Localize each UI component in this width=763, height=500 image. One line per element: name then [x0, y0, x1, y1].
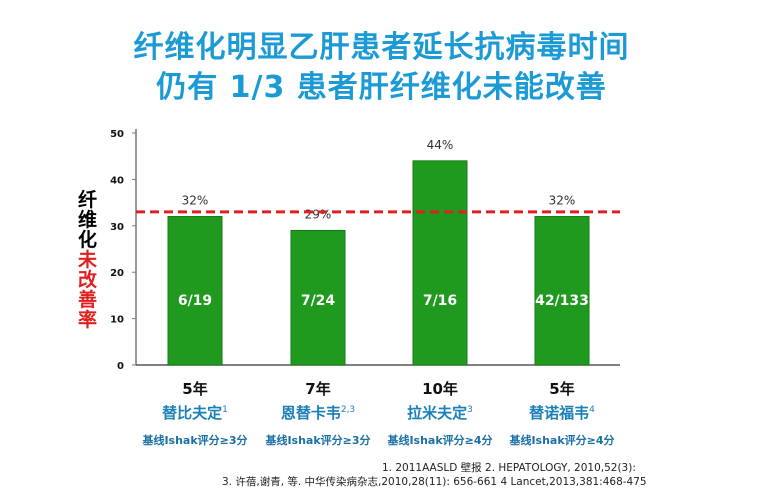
bar-label: 6/19 [178, 293, 212, 309]
x-label-drug: 替比夫定1 [162, 404, 228, 422]
data-label: 32% [182, 194, 209, 208]
x-label-years: 10年 [422, 380, 458, 398]
data-label: 32% [549, 194, 576, 208]
bar-3 [534, 216, 590, 366]
x-label-years: 5年 [182, 380, 208, 398]
citation: 3 [467, 405, 473, 415]
data-label: 44% [427, 138, 454, 152]
y-tick-label: 50 [110, 129, 124, 140]
x-label-baseline: 基线Ishak评分≥4分 [509, 434, 615, 447]
x-label-drug: 替诺福韦4 [529, 404, 595, 422]
bar-1 [290, 229, 346, 366]
y-axis-label: 纤维化未改善率 [78, 190, 98, 330]
citation: 2,3 [340, 405, 356, 415]
y-label-red: 未改善率 [78, 249, 98, 331]
bar-label: 7/16 [423, 293, 457, 309]
reference-line-1: 1. 2011AASLD 壁报 2. HEPATOLOGY, 2010,52(3… [382, 462, 636, 474]
y-tick-label: 0 [117, 361, 124, 372]
y-label-black: 纤维化 [78, 189, 98, 251]
x-label-baseline: 基线Ishak评分≥3分 [265, 434, 371, 447]
x-label-years: 5年 [549, 380, 575, 398]
citation: 1 [222, 405, 228, 415]
bar-label: 7/24 [301, 293, 336, 309]
data-label: 29% [305, 207, 332, 221]
bar-chart: 0 10 20 30 40 50 32% 6/19 29% 7/24 44% 7/16 32% 42/13… [110, 129, 620, 372]
reference-line-2: 3. 许蓓,谢青, 等. 中华传染病杂志,2010,28(11): 656-66… [222, 476, 647, 488]
y-tick-label: 30 [110, 222, 124, 233]
y-tick-label: 10 [110, 315, 124, 326]
title-line-1: 纤维化明显乙肝患者延长抗病毒时间 [133, 30, 630, 65]
title-line-2: 仍有 1/3 患者肝纤维化未能改善 [156, 70, 607, 105]
bar-2 [412, 160, 468, 366]
citation: 4 [589, 405, 595, 415]
bar-label: 42/133 [535, 293, 589, 309]
y-tick-label: 20 [110, 268, 124, 279]
x-label-baseline: 基线Ishak评分≥3分 [142, 434, 248, 447]
bar-0 [167, 216, 223, 366]
x-label-drug: 恩替卡韦2,3 [280, 404, 356, 422]
x-label-years: 7年 [305, 380, 331, 398]
x-label-drug: 拉米夫定3 [407, 404, 473, 422]
x-label-baseline: 基线Ishak评分≥4分 [387, 434, 493, 447]
y-tick-label: 40 [110, 175, 124, 186]
